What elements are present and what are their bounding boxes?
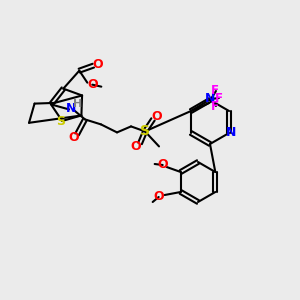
Text: S: S bbox=[140, 124, 150, 138]
Text: O: O bbox=[152, 110, 162, 123]
Text: S: S bbox=[56, 116, 65, 128]
Text: N: N bbox=[66, 102, 76, 115]
Text: O: O bbox=[69, 131, 79, 144]
Text: O: O bbox=[131, 140, 141, 153]
Text: H: H bbox=[74, 99, 82, 110]
Text: F: F bbox=[211, 85, 219, 98]
Text: O: O bbox=[92, 58, 103, 71]
Text: O: O bbox=[158, 158, 168, 172]
Text: O: O bbox=[87, 78, 98, 91]
Text: N: N bbox=[205, 92, 215, 104]
Text: N: N bbox=[226, 127, 236, 140]
Text: O: O bbox=[153, 190, 164, 203]
Text: F: F bbox=[215, 92, 223, 104]
Text: F: F bbox=[211, 100, 219, 112]
